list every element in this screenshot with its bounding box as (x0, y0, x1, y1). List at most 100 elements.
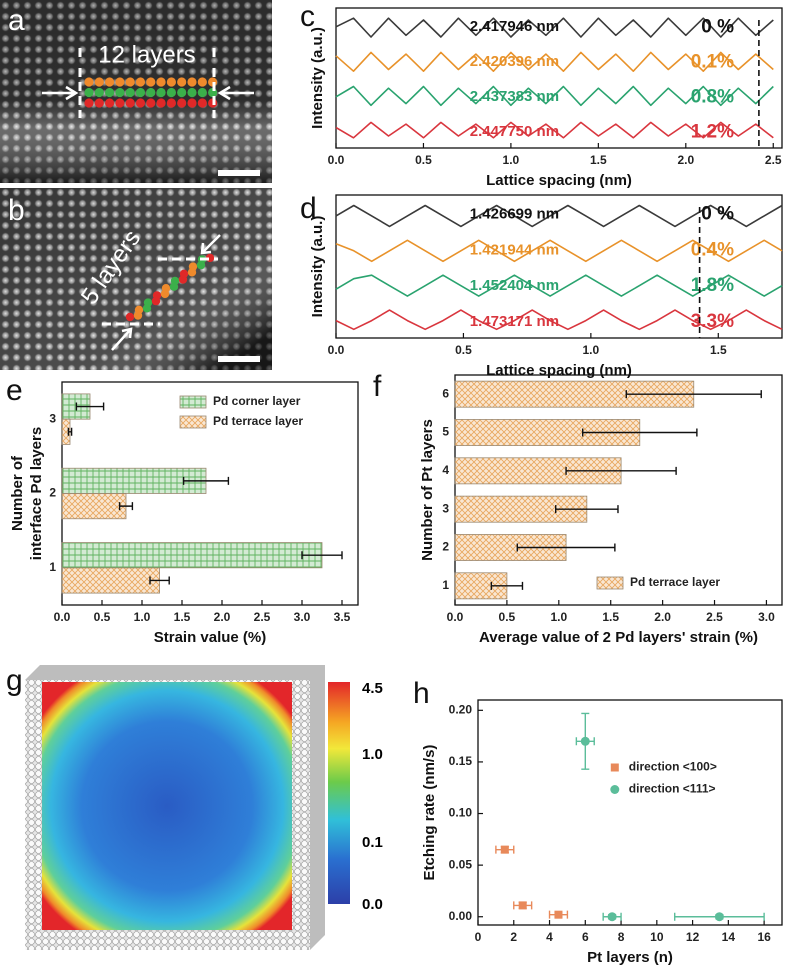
legend-label: direction <100> (629, 760, 717, 774)
intensity-line (335, 274, 783, 297)
x-tick-label: 2.5 (706, 610, 723, 624)
error-bar (75, 402, 105, 411)
y-tick-label: 0.20 (449, 702, 473, 716)
x-tick-label: 3.5 (334, 610, 351, 624)
colorbar-tick: 4.5 (362, 680, 383, 697)
point (500, 845, 509, 854)
atom-dot (197, 87, 207, 98)
error-bar (565, 466, 677, 475)
atom-dot (135, 87, 146, 98)
x-tick-label: 0.0 (328, 153, 345, 167)
chart-d: 0.0 0.5 1.0 1.5 Lattice spacing (nm) Intensit… (300, 192, 783, 379)
y-axis-title: interface Pd layers (28, 427, 45, 560)
atom-dot (146, 87, 156, 98)
x-axis-title: Lattice spacing (nm) (486, 362, 632, 379)
y-tick-label: 4 (442, 463, 449, 477)
image-a: 12 layers a (0, 0, 272, 183)
x-tick-label: 0.0 (328, 343, 345, 357)
x-tick-label: 1.5 (174, 610, 191, 624)
y-tick-label: 5 (442, 425, 449, 439)
spacing-label: 1.452404 nm (470, 277, 559, 294)
x-tick-label: 0.5 (499, 610, 516, 624)
atom-dot (179, 269, 189, 278)
y-tick-label: 6 (442, 386, 449, 400)
atom-dot (115, 87, 125, 98)
panel-label: h (413, 677, 430, 710)
layer-dots (84, 77, 218, 108)
error-bar (581, 428, 698, 437)
atom-dot (197, 98, 207, 108)
atom-dot (146, 77, 156, 87)
x-tick-label: 1.5 (602, 610, 619, 624)
y-tick-label: 3 (49, 411, 56, 425)
panel-label: d (300, 192, 317, 225)
atom-dot (125, 98, 135, 108)
legend-marker (610, 785, 620, 794)
y-axis-title: Number of (9, 455, 26, 531)
strain-label: 3.3% (691, 311, 734, 332)
error-bar (149, 576, 170, 585)
spacing-label: 1.421944 nm (470, 241, 559, 258)
x-tick-label: 2.5 (765, 153, 782, 167)
atom-dot (177, 87, 187, 98)
atom-dot (125, 87, 135, 98)
atom-dot (146, 98, 156, 108)
atom-dot (115, 77, 125, 87)
x-tick-label: 1.0 (550, 610, 567, 624)
x-tick-label: 0.5 (455, 343, 472, 357)
error-bar (67, 427, 73, 436)
atom-dot (143, 298, 153, 307)
x-tick-label: 1.5 (710, 343, 727, 357)
x-tick-label: 2 (510, 930, 517, 944)
arrows (111, 234, 221, 351)
atom-dot (134, 305, 144, 314)
x-tick-label: 4 (546, 930, 553, 944)
x-tick-label: 1.5 (590, 153, 607, 167)
scale-bar (218, 356, 260, 362)
x-tick-label: 3.0 (758, 610, 775, 624)
x-tick-label: 0.5 (415, 153, 432, 167)
atom-dot (125, 77, 135, 87)
atom-dot (115, 98, 125, 108)
colorbar-tick: 1.0 (362, 746, 383, 763)
intensity-line (335, 85, 774, 107)
strain-label: 0 % (701, 204, 734, 225)
point (518, 901, 527, 910)
x-tick-label: 8 (618, 930, 625, 944)
y-tick-label: 1 (442, 578, 449, 592)
atom-dot (188, 262, 198, 271)
colorbar (328, 682, 350, 904)
atom-dot (84, 77, 94, 87)
chart-e: 0.0 0.5 1.0 1.5 2.0 2.5 3.0 3.5 Strain value (%)… (6, 374, 359, 646)
atom-dot (156, 77, 166, 87)
error-bar (182, 476, 230, 485)
plot-frame (335, 194, 783, 339)
y-tick-label: 0.15 (449, 754, 473, 768)
x-tick-label: 2.0 (214, 610, 231, 624)
y-tick-label: 2 (442, 540, 449, 554)
atom-dot (166, 77, 176, 87)
atom-dot (156, 98, 166, 108)
y-tick-label: 0.10 (449, 806, 473, 820)
legend-label: direction <111> (629, 782, 716, 796)
plot-frame (454, 374, 783, 606)
legend-label: Pd terrace layer (213, 414, 303, 428)
chart-c: 0.0 0.5 1.0 1.5 2.0 2.5 Lattice spacing (nm) In… (300, 0, 783, 189)
strain-label: 0.4% (691, 239, 734, 260)
bracket (78, 48, 216, 118)
y-axis-title: Intensity (a.u.) (309, 216, 326, 318)
strain-label: 1.2% (691, 121, 734, 142)
y-axis-title: Number of Pt layers (419, 419, 436, 561)
point (554, 910, 563, 919)
x-tick-label: 0.5 (94, 610, 111, 624)
legend-label: Pd corner layer (213, 394, 301, 408)
x-tick-label: 6 (582, 930, 589, 944)
x-tick-label: 1.0 (583, 343, 600, 357)
atom-dot (177, 98, 187, 108)
bar (454, 572, 508, 600)
colorbar-tick: 0.0 (362, 896, 383, 913)
spacing-label: 2.417946 nm (470, 18, 559, 35)
error-bar (118, 502, 134, 511)
atom-dot (94, 87, 104, 98)
